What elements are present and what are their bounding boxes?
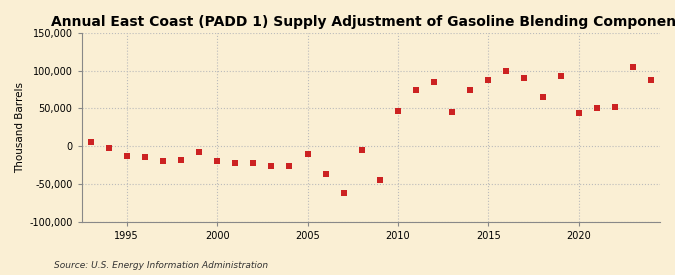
Title: Annual East Coast (PADD 1) Supply Adjustment of Gasoline Blending Components: Annual East Coast (PADD 1) Supply Adjust…	[51, 15, 675, 29]
Text: Source: U.S. Energy Information Administration: Source: U.S. Energy Information Administ…	[54, 260, 268, 270]
Y-axis label: Thousand Barrels: Thousand Barrels	[15, 82, 25, 173]
